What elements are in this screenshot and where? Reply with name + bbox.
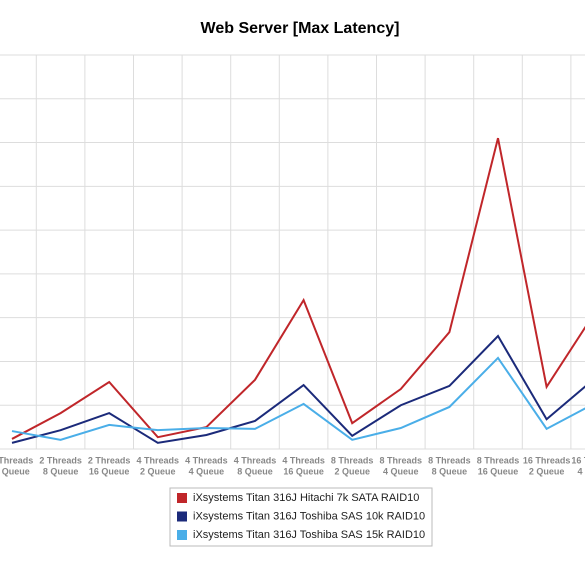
x-tick-label: 8 Threads [331,455,374,465]
x-tick-label: 2 Threads [0,455,33,465]
series-line [11,356,585,441]
legend-label: iXsystems Titan 316J Toshiba SAS 10k RAI… [193,510,425,522]
series-line [11,334,585,444]
x-tick-label: 4 Threads [137,455,180,465]
x-tick-label: 8 Queue [43,466,79,476]
x-tick-label: 4 Queue [189,466,225,476]
x-tick-label: 4 Queue [577,466,585,476]
x-tick-label: 2 Threads [88,455,131,465]
x-tick-label: 8 Threads [477,455,520,465]
x-tick-label: 8 Threads [428,455,471,465]
x-tick-label: 8 Queue [237,466,273,476]
x-tick-label: 16 Threads [523,455,571,465]
x-tick-label: 4 Queue [0,466,30,476]
x-tick-label: 16 Queue [89,466,130,476]
x-tick-label: 8 Threads [380,455,423,465]
legend-swatch [177,511,187,522]
legend-label: iXsystems Titan 316J Toshiba SAS 15k RAI… [193,529,425,541]
x-tick-label: 2 Queue [140,466,176,476]
x-tick-label: 16 Queue [283,466,324,476]
legend-swatch [177,530,187,540]
x-tick-label: 16 Queue [478,466,519,476]
x-tick-label: 16 Threads [571,455,585,465]
x-tick-label: 2 Queue [334,466,370,476]
x-tick-label: 8 Queue [432,466,468,476]
x-tick-label: 4 Threads [282,455,325,465]
x-tick-label: 2 Queue [529,466,565,476]
x-tick-label: 4 Threads [234,455,277,465]
legend-box [169,487,433,547]
x-tick-label: 4 Threads [185,455,228,465]
chart-title: Web Server [Max Latency] [201,20,400,37]
legend-swatch [177,493,187,503]
x-tick-label: 4 Queue [383,466,419,476]
x-tick-label: 2 Threads [39,455,82,465]
series-line [11,137,585,440]
legend-label: iXsystems Titan 316J Hitachi 7k SATA RAI… [193,492,419,504]
